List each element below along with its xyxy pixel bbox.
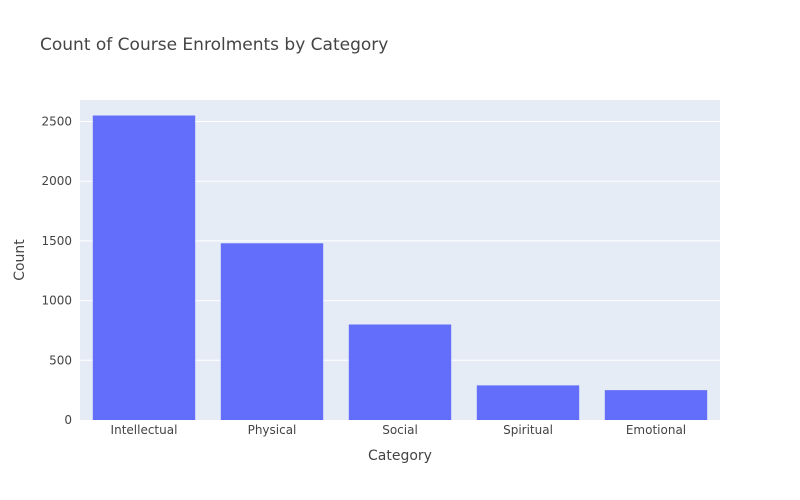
y-axis-ticks: 0 500 1000 1500 2000 2500 (41, 114, 72, 427)
y-tick-label: 2000 (41, 174, 72, 188)
x-axis-ticks: Intellectual Physical Social Spiritual Emoti… (111, 423, 687, 437)
bar-emotional (604, 390, 708, 420)
bar-spiritual (476, 385, 580, 420)
y-tick-label: 500 (49, 353, 72, 367)
y-tick-label: 2500 (41, 114, 72, 128)
bar-intellectual (92, 115, 196, 420)
bars (92, 115, 708, 420)
y-axis-title: Count (12, 239, 28, 281)
x-axis-title: Category (368, 448, 432, 464)
y-tick-label: 0 (64, 413, 72, 427)
x-tick-label: Social (382, 423, 418, 437)
x-tick-label: Intellectual (111, 423, 178, 437)
y-tick-label: 1000 (41, 294, 72, 308)
x-tick-label: Emotional (626, 423, 686, 437)
bar-social (348, 324, 452, 420)
x-tick-label: Physical (248, 423, 297, 437)
bar-physical (220, 243, 324, 420)
y-tick-label: 1500 (41, 234, 72, 248)
chart-title: Count of Course Enrolments by Category (40, 35, 388, 55)
x-tick-label: Spiritual (503, 423, 553, 437)
